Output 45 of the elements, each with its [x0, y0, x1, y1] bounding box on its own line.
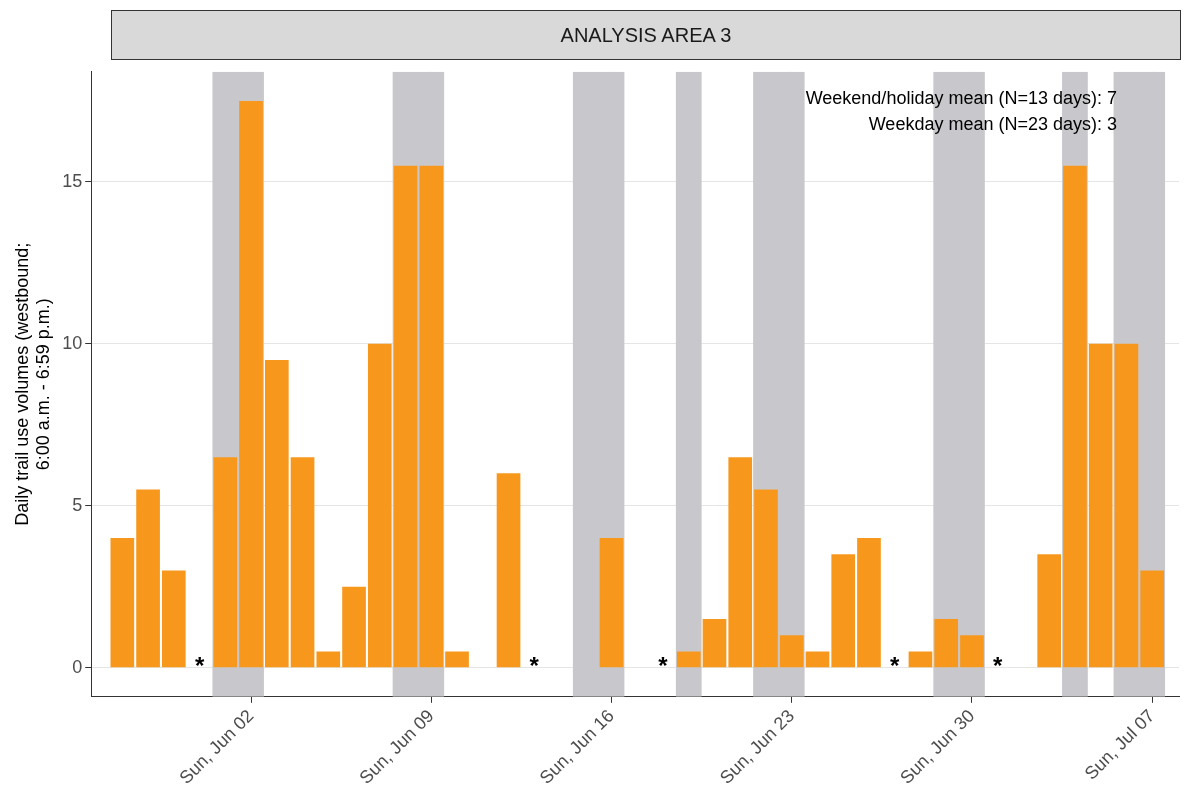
- bar: [934, 619, 959, 668]
- bar: [728, 457, 753, 668]
- bar: [161, 570, 186, 668]
- bar: [264, 360, 289, 668]
- bar: [496, 473, 521, 668]
- bar: [342, 586, 366, 668]
- bar: [290, 457, 315, 668]
- x-tick-label: Sun, Jun 16: [535, 705, 618, 788]
- bar: [805, 651, 830, 668]
- y-tick-label: 0: [72, 656, 83, 677]
- bar: [1140, 570, 1165, 668]
- bar: [960, 635, 984, 668]
- bar: [754, 489, 778, 668]
- bar: [445, 651, 469, 668]
- bar: [676, 651, 701, 668]
- x-tick-label: Sun, Jun 02: [175, 705, 258, 788]
- text: *: [890, 651, 900, 679]
- text: *: [194, 651, 205, 679]
- y-tick-label: 10: [62, 332, 83, 353]
- bar: [857, 538, 881, 668]
- bar: [831, 554, 856, 668]
- y-tick-label: 15: [62, 170, 83, 191]
- text: *: [529, 651, 539, 679]
- bar: [908, 651, 933, 668]
- bar: [1037, 554, 1062, 668]
- bar: [779, 635, 804, 668]
- bar: [110, 538, 135, 668]
- annotation: Weekend/holiday mean (N=13 days): 7: [805, 87, 1117, 108]
- bar: [702, 619, 727, 668]
- text: *: [658, 651, 668, 679]
- bar: [213, 457, 238, 668]
- y-tick-label: 5: [72, 494, 83, 515]
- chart-title: ANALYSIS AREA 3: [111, 10, 1181, 60]
- x-tick-label: Sun, Jul 07: [1080, 705, 1159, 784]
- bar: [136, 489, 160, 668]
- annotation: Weekday mean (N=23 days): 3: [868, 113, 1117, 134]
- x-tick-label: Sun, Jun 09: [355, 705, 438, 788]
- x-tick-label: Sun, Jun 23: [716, 705, 799, 788]
- bar: [1114, 343, 1139, 668]
- y-axis-title: Daily trail use volumes (westbound; 6:00 a.m. - 6:59 p.m.): [11, 242, 54, 526]
- bar: [316, 651, 341, 668]
- bar: [367, 343, 392, 668]
- x-tick-label: Sun, Jun 30: [896, 705, 979, 788]
- text: *: [993, 651, 1003, 679]
- bar: [599, 538, 624, 668]
